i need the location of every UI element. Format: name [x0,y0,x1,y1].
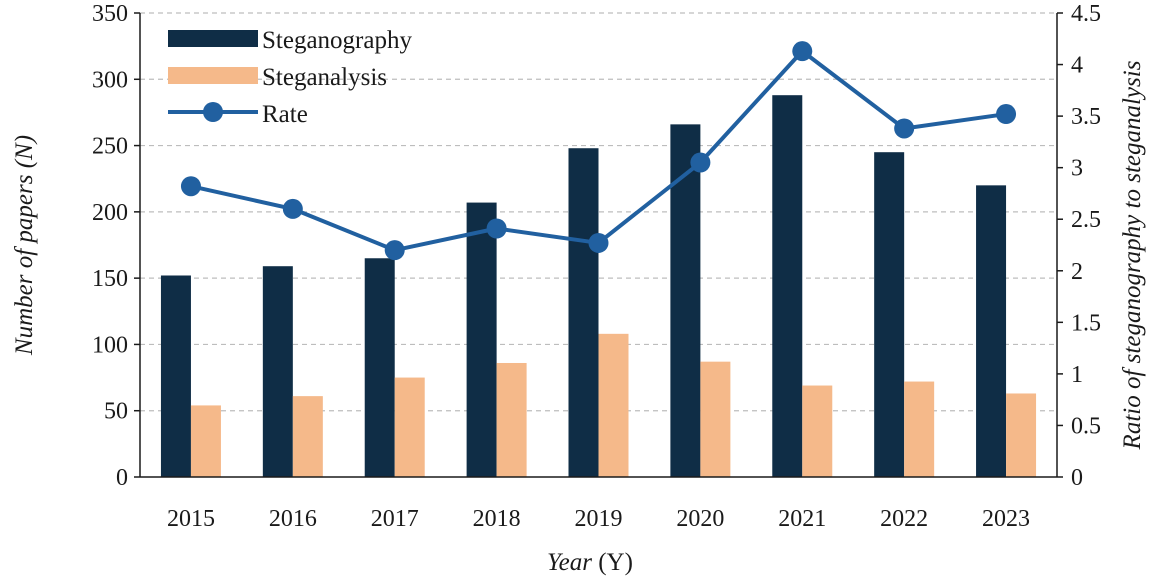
legend-swatch-rate-marker [203,102,223,122]
right-tick-label: 3 [1071,156,1083,182]
bar-steganography-2017 [364,258,395,477]
rate-point-2017 [384,240,405,261]
x-axis-title: Year (Y) [547,549,633,576]
rate-point-2015 [180,176,201,197]
left-tick-label: 200 [92,200,128,226]
x-tick-label: 2018 [473,506,521,532]
bar-steganography-2019 [568,148,599,478]
bar-steganalysis-2019 [598,333,629,477]
left-tick-label: 100 [92,332,128,358]
bar-steganalysis-2017 [394,377,425,477]
right-tick-label: 4.5 [1071,1,1101,27]
legend-label-rate: Rate [262,101,308,128]
rate-line-series [180,41,1017,261]
left-tick-label: 300 [92,67,128,93]
x-tick-label: 2016 [269,506,317,532]
legend-label-steganalysis: Steganalysis [262,64,387,91]
bar-steganography-2022 [874,152,905,477]
right-axis-ticks: 0 0.5 1 1.5 2 2.5 3 3.5 4 4.5 [1057,1,1101,491]
bar-series [160,95,1037,478]
rate-point-2018 [486,218,507,239]
left-tick-label: 350 [92,1,128,27]
x-tick-label: 2020 [676,506,724,532]
right-tick-label: 2.5 [1071,207,1101,233]
bar-steganography-2016 [262,266,293,477]
bar-steganalysis-2018 [496,362,527,477]
legend: Steganography Steganalysis Rate [168,27,412,128]
left-axis-title: Number of papers (N) [11,135,38,356]
bar-steganalysis-2023 [1006,393,1037,477]
rate-point-2022 [894,118,915,139]
right-tick-label: 4 [1071,53,1083,79]
left-tick-label: 50 [104,399,128,425]
x-tick-label: 2019 [575,506,623,532]
right-tick-label: 2 [1071,259,1083,285]
x-axis-ticks: 2015 2016 2017 2018 2019 2020 2021 2022 2023 [167,506,1030,532]
x-tick-label: 2023 [982,506,1030,532]
x-tick-label: 2021 [778,506,826,532]
bar-steganalysis-2020 [700,361,731,477]
rate-point-2020 [690,152,711,173]
bar-steganalysis-2016 [292,396,323,477]
bar-steganography-2023 [976,185,1007,478]
left-tick-label: 250 [92,134,128,160]
rate-point-2016 [282,198,303,219]
rate-point-2019 [588,232,609,253]
bar-steganography-2020 [670,124,701,478]
legend-swatch-steganography [168,30,258,47]
right-axis-title: Ratio of steganography to steganalysis [1119,61,1146,451]
right-tick-label: 1 [1071,362,1083,388]
bar-steganography-2018 [466,202,497,477]
left-tick-label: 0 [116,465,128,491]
left-axis-ticks: 0 50 100 150 200 250 300 350 [92,1,140,491]
rate-point-2021 [792,41,813,62]
left-tick-label: 150 [92,266,128,292]
x-tick-label: 2017 [371,506,419,532]
bar-steganalysis-2021 [802,385,833,477]
legend-swatch-steganalysis [168,67,258,84]
x-tick-label: 2015 [167,506,215,532]
right-tick-label: 1.5 [1071,310,1101,336]
x-tick-label: 2022 [880,506,928,532]
right-tick-label: 0.5 [1071,413,1101,439]
bar-steganalysis-2015 [190,405,221,477]
bar-steganalysis-2022 [904,381,935,477]
bar-steganography-2021 [772,95,803,478]
plot-frame [139,13,1058,478]
rate-point-2023 [996,104,1017,125]
right-tick-label: 0 [1071,465,1083,491]
bar-steganography-2015 [160,275,191,477]
legend-label-steganography: Steganography [262,27,412,54]
right-tick-label: 3.5 [1071,104,1101,130]
